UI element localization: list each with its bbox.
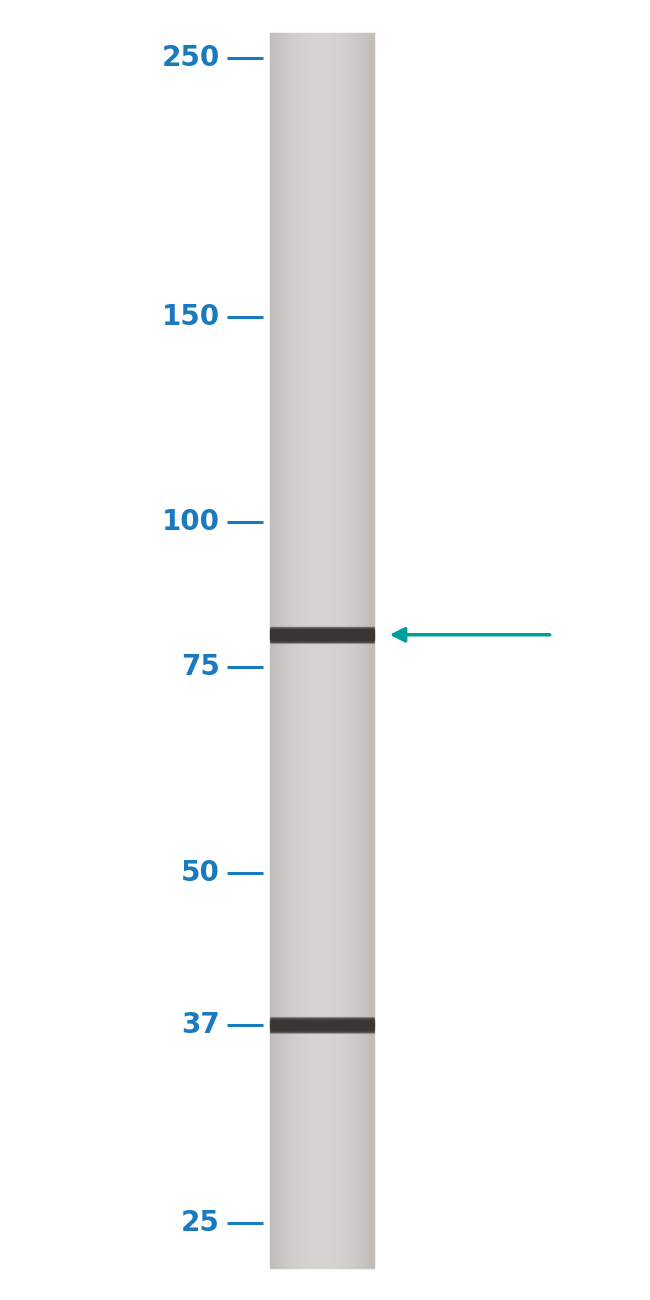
Bar (354, 32, 355, 1268)
Bar (290, 32, 291, 1268)
Bar (355, 32, 356, 1268)
Text: 150: 150 (162, 303, 220, 330)
Bar (309, 32, 311, 1268)
Bar (306, 32, 307, 1268)
Bar (319, 32, 320, 1268)
Bar (286, 32, 287, 1268)
Bar (276, 32, 277, 1268)
Bar (274, 32, 275, 1268)
Bar (273, 32, 274, 1268)
Bar (327, 32, 328, 1268)
Bar (347, 32, 348, 1268)
Bar (321, 32, 322, 1268)
Bar (287, 32, 288, 1268)
Bar (316, 32, 317, 1268)
Bar (301, 32, 302, 1268)
Bar (283, 32, 285, 1268)
Bar (341, 32, 342, 1268)
Text: 100: 100 (162, 508, 220, 536)
Bar (353, 32, 354, 1268)
Bar (325, 32, 326, 1268)
Bar (304, 32, 306, 1268)
Bar (338, 32, 339, 1268)
Bar (350, 32, 351, 1268)
Bar (293, 32, 294, 1268)
Bar (360, 32, 361, 1268)
Bar (332, 32, 333, 1268)
Bar (270, 32, 272, 1268)
Bar (359, 32, 360, 1268)
Bar (282, 32, 283, 1268)
Bar (308, 32, 309, 1268)
Bar (299, 32, 300, 1268)
Bar (291, 32, 292, 1268)
Bar (372, 32, 373, 1268)
Bar (298, 32, 299, 1268)
Text: 50: 50 (181, 858, 220, 887)
Bar (300, 32, 301, 1268)
Bar (344, 32, 345, 1268)
Bar (346, 32, 347, 1268)
Bar (351, 32, 352, 1268)
Bar (329, 32, 330, 1268)
Bar (364, 32, 365, 1268)
Bar (373, 32, 374, 1268)
Bar (342, 32, 343, 1268)
Text: 37: 37 (181, 1011, 220, 1039)
Bar (277, 32, 278, 1268)
Bar (289, 32, 290, 1268)
Bar (288, 32, 289, 1268)
Bar (370, 32, 371, 1268)
Bar (280, 32, 281, 1268)
Bar (303, 32, 304, 1268)
Bar (366, 32, 367, 1268)
Bar (315, 32, 316, 1268)
Bar (340, 32, 341, 1268)
Bar (333, 32, 334, 1268)
Bar (371, 32, 372, 1268)
Bar (311, 32, 312, 1268)
Bar (337, 32, 338, 1268)
Bar (317, 32, 318, 1268)
Bar (278, 32, 280, 1268)
Bar (272, 32, 273, 1268)
Text: 75: 75 (181, 654, 220, 681)
Bar (358, 32, 359, 1268)
Bar (294, 32, 295, 1268)
Bar (339, 32, 340, 1268)
Bar (369, 32, 370, 1268)
Bar (296, 32, 298, 1268)
Bar (363, 32, 364, 1268)
Bar (302, 32, 303, 1268)
Bar (292, 32, 293, 1268)
Bar (352, 32, 353, 1268)
Bar (320, 32, 321, 1268)
Bar (368, 32, 369, 1268)
Bar (322, 32, 324, 1268)
Bar (307, 32, 308, 1268)
Bar (361, 32, 363, 1268)
Bar (314, 32, 315, 1268)
Bar (313, 32, 314, 1268)
Text: 25: 25 (181, 1209, 220, 1238)
Bar (335, 32, 337, 1268)
Bar (348, 32, 350, 1268)
Bar (285, 32, 286, 1268)
Bar (312, 32, 313, 1268)
Bar (326, 32, 327, 1268)
Bar (281, 32, 282, 1268)
Bar (356, 32, 358, 1268)
Bar (328, 32, 329, 1268)
Bar (295, 32, 296, 1268)
Bar (334, 32, 335, 1268)
Bar (343, 32, 344, 1268)
Bar (324, 32, 325, 1268)
Text: 250: 250 (161, 44, 220, 73)
Bar (365, 32, 366, 1268)
Bar (275, 32, 276, 1268)
Bar (345, 32, 346, 1268)
Bar (318, 32, 319, 1268)
Bar (330, 32, 332, 1268)
Bar (367, 32, 368, 1268)
